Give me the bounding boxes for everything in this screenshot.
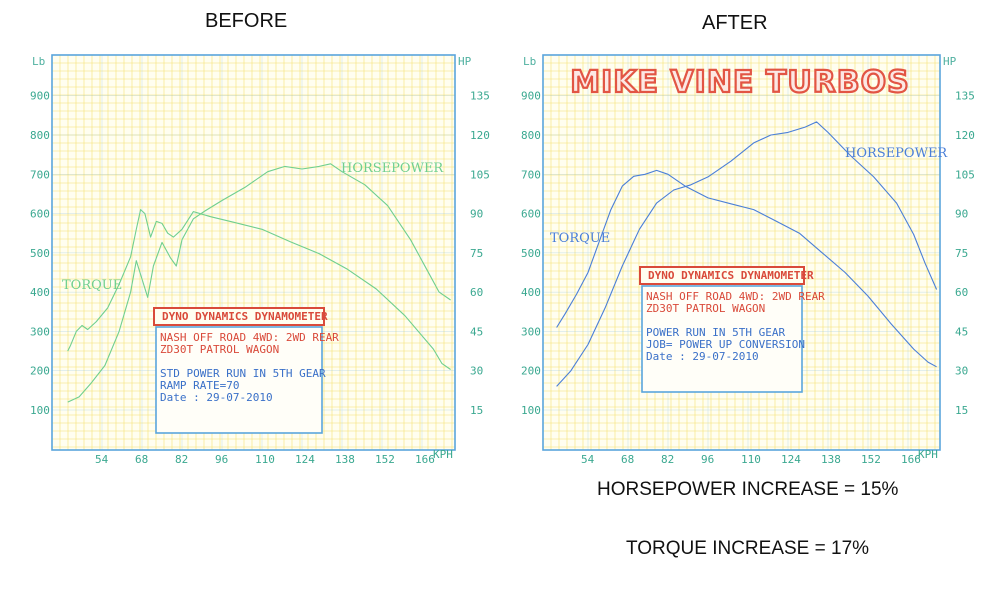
y-right-tick-label: 30 xyxy=(470,365,483,378)
info-box-line: POWER RUN IN 5TH GEAR xyxy=(646,326,785,339)
x-tick-label: 138 xyxy=(821,453,841,466)
grid xyxy=(51,54,455,450)
after-heading: AFTER xyxy=(702,12,768,34)
y-left-tick-label: 700 xyxy=(521,168,541,181)
y-left-tick-label: 400 xyxy=(30,286,50,299)
x-tick-label: 82 xyxy=(661,453,674,466)
y-left-tick-label: 200 xyxy=(521,365,541,378)
horsepower-curve xyxy=(556,121,938,387)
info-box-line: Date : 29-07-2010 xyxy=(160,391,273,404)
horsepower-curve xyxy=(67,163,451,403)
y-right-tick-label: 90 xyxy=(470,208,483,221)
info-box-title: DYNO DYNAMICS DYNAMOMETER xyxy=(162,310,328,323)
y-left-tick-label: 700 xyxy=(30,168,50,181)
x-tick-label: 54 xyxy=(581,453,595,466)
x-tick-label: 152 xyxy=(861,453,881,466)
y-right-tick-label: 75 xyxy=(470,247,483,260)
plot-frame xyxy=(51,54,456,451)
info-box-line: NASH OFF ROAD 4WD: 2WD REAR xyxy=(646,290,825,303)
y-left-tick-label: 900 xyxy=(30,90,50,103)
y-right-unit-label: HP xyxy=(458,55,472,68)
torque-curve xyxy=(67,209,451,370)
x-tick-label: 124 xyxy=(295,453,315,466)
y-left-tick-label: 800 xyxy=(30,129,50,142)
y-right-tick-label: 105 xyxy=(955,168,975,181)
y-left-tick-label: 600 xyxy=(30,208,50,221)
brand-logo: MIKE VINE TURBOS xyxy=(570,65,910,100)
y-left-tick-label: 900 xyxy=(521,90,541,103)
x-tick-label: 152 xyxy=(375,453,395,466)
y-left-tick-label: 300 xyxy=(521,325,541,338)
y-right-tick-label: 135 xyxy=(470,90,490,103)
horsepower-increase-text: HORSEPOWER INCREASE = 15% xyxy=(597,479,899,500)
y-right-tick-label: 15 xyxy=(470,404,483,417)
y-right-tick-label: 120 xyxy=(955,129,975,142)
plot-frame xyxy=(542,54,941,451)
y-left-tick-label: 500 xyxy=(521,247,541,260)
info-box-body xyxy=(155,326,323,434)
y-right-tick-label: 120 xyxy=(470,129,490,142)
y-left-unit-label: Lb xyxy=(32,55,45,68)
x-unit-label: KPH xyxy=(433,448,453,461)
y-right-tick-label: 75 xyxy=(955,247,968,260)
x-tick-label: 96 xyxy=(701,453,714,466)
dyno-info-box: DYNO DYNAMICS DYNAMOMETER NASH OFF ROAD 4… xyxy=(153,307,339,434)
chart-panel-before: Lb HP 100 200 300 400 500 600 700 800 900 15 30 45 60 7… xyxy=(30,54,490,466)
torque-increase-text: TORQUE INCREASE = 17% xyxy=(626,538,870,559)
x-tick-label: 82 xyxy=(175,453,188,466)
chart-panel-after: Lb HP 100 200 300 400 500 600 700 800 900 15 30 45 60 7… xyxy=(521,54,975,466)
horsepower-label: HORSEPOWER xyxy=(845,146,948,161)
x-tick-label: 166 xyxy=(415,453,435,466)
major-grid xyxy=(52,55,455,450)
y-right-tick-label: 90 xyxy=(955,208,968,221)
info-box-line: ZD30T PATROL WAGON xyxy=(160,343,279,356)
info-box-title-bar xyxy=(639,266,805,285)
y-right-tick-label: 60 xyxy=(470,286,483,299)
y-right-tick-label: 105 xyxy=(470,168,490,181)
info-box-title-bar xyxy=(153,307,325,326)
x-tick-label: 110 xyxy=(741,453,761,466)
y-left-tick-label: 500 xyxy=(30,247,50,260)
info-box-line: Date : 29-07-2010 xyxy=(646,350,759,363)
y-right-unit-label: HP xyxy=(943,55,957,68)
info-box-line: NASH OFF ROAD 4WD: 2WD REAR xyxy=(160,331,339,344)
torque-label: TORQUE xyxy=(62,278,122,293)
y-right-tick-label: 135 xyxy=(955,90,975,103)
x-unit-label: KPH xyxy=(918,448,938,461)
x-tick-label: 68 xyxy=(621,453,634,466)
y-left-tick-label: 100 xyxy=(30,404,50,417)
dyno-info-box: DYNO DYNAMICS DYNAMOMETER NASH OFF ROAD 4… xyxy=(639,266,825,393)
y-left-tick-label: 100 xyxy=(521,404,541,417)
y-left-tick-label: 600 xyxy=(521,208,541,221)
info-box-title: DYNO DYNAMICS DYNAMOMETER xyxy=(648,269,814,282)
info-box-line: RAMP RATE=70 xyxy=(160,379,239,392)
x-tick-label: 96 xyxy=(215,453,228,466)
y-left-tick-label: 800 xyxy=(521,129,541,142)
x-tick-label: 68 xyxy=(135,453,148,466)
y-right-tick-label: 45 xyxy=(955,325,968,338)
before-heading: BEFORE xyxy=(205,10,288,32)
x-tick-label: 124 xyxy=(781,453,801,466)
x-tick-label: 166 xyxy=(901,453,921,466)
info-box-body xyxy=(641,285,803,393)
y-left-tick-label: 200 xyxy=(30,365,50,378)
horsepower-label: HORSEPOWER xyxy=(341,161,444,176)
y-right-tick-label: 60 xyxy=(955,286,968,299)
x-tick-label: 54 xyxy=(95,453,109,466)
info-box-line: ZD30T PATROL WAGON xyxy=(646,302,765,315)
info-box-line: STD POWER RUN IN 5TH GEAR xyxy=(160,367,326,380)
info-box-line: JOB= POWER UP CONVERSION xyxy=(646,338,805,351)
y-right-tick-label: 15 xyxy=(955,404,968,417)
x-tick-label: 110 xyxy=(255,453,275,466)
y-right-tick-label: 45 xyxy=(470,325,483,338)
y-right-tick-label: 30 xyxy=(955,365,968,378)
y-left-tick-label: 400 xyxy=(521,286,541,299)
torque-curve xyxy=(556,169,937,368)
torque-label: TORQUE xyxy=(550,231,610,246)
x-tick-label: 138 xyxy=(335,453,355,466)
y-left-tick-label: 300 xyxy=(30,325,50,338)
y-left-unit-label: Lb xyxy=(523,55,536,68)
